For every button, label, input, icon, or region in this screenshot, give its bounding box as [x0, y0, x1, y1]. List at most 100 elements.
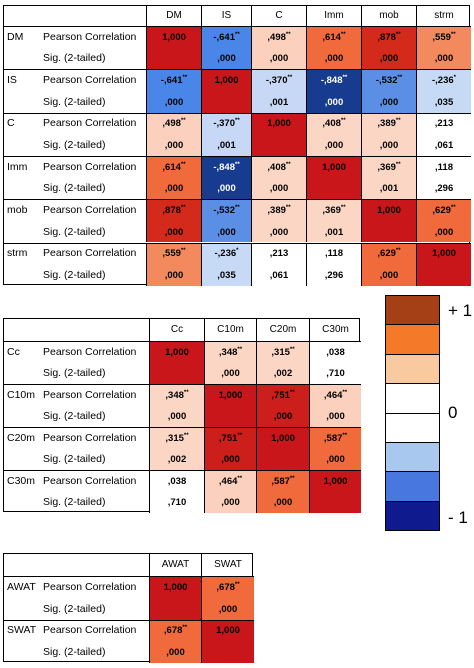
correlation-value: -,848** [202, 162, 251, 173]
correlation-value: ,751** [257, 390, 309, 401]
significance-value: ,000 [164, 269, 184, 281]
stat-label: Pearson Correlation [43, 117, 137, 130]
significance-stars: ** [180, 248, 186, 255]
correlation-value: -,236* [417, 75, 471, 86]
correlation-cell: ,464** ,000 [309, 384, 361, 427]
legend-swatch [385, 442, 440, 473]
value-text: 1,000 [163, 581, 188, 593]
significance-value: ,000 [217, 183, 236, 195]
stat-label: Sig. (2-tailed) [43, 95, 106, 108]
stat-label: Pearson Correlation [43, 624, 137, 637]
significance-value: ,000 [167, 411, 187, 423]
correlation-cell: ,464** ,000 [204, 470, 256, 513]
correlation-value: ,464** [205, 476, 256, 487]
significance-value: ,000 [324, 140, 344, 152]
significance-stars: ** [289, 389, 295, 396]
value-text: -,236 [214, 248, 237, 260]
value-text: ,751 [218, 432, 238, 444]
value-text: ,498 [162, 118, 181, 130]
correlation-value: ,498** [147, 118, 201, 129]
correlation-cell: ,369** ,001 [361, 155, 416, 200]
value-text: -,370 [213, 118, 235, 130]
value-text: ,348 [218, 346, 238, 358]
significance-stars: ** [180, 161, 186, 168]
significance-value: ,000 [221, 368, 240, 380]
correlation-value: ,118 [307, 248, 361, 259]
correlation-value: 1,000 [257, 433, 309, 444]
significance-stars: ** [237, 346, 243, 353]
correlation-value: 1,000 [252, 118, 306, 129]
value-text: ,369 [322, 205, 341, 217]
correlation-cell: ,878** ,000 [146, 199, 201, 243]
correlation-value: ,498** [252, 32, 306, 43]
correlation-value: -,236* [202, 248, 251, 259]
correlation-cell: 1,000 [416, 242, 471, 286]
column-header: mob [361, 6, 416, 26]
correlation-value: ,369** [307, 205, 361, 216]
correlation-value: -,370** [202, 118, 251, 129]
correlation-cell: ,348** ,000 [204, 341, 256, 384]
correlation-value: 1,000 [205, 390, 256, 401]
significance-value: ,000 [324, 96, 344, 108]
value-text: -,848 [320, 75, 343, 87]
significance-stars: ** [395, 118, 401, 125]
correlation-cell: 1,000 [306, 155, 361, 200]
significance-stars: ** [340, 118, 346, 125]
correlation-cell: ,751** ,000 [204, 427, 256, 470]
value-text: 1,000 [218, 389, 243, 401]
significance-stars: ** [180, 205, 186, 211]
significance-stars: ** [234, 581, 240, 588]
legend-swatch [385, 383, 440, 414]
value-text: ,118 [325, 248, 343, 260]
value-text: ,408 [267, 161, 286, 173]
legend-swatch [385, 500, 440, 532]
stat-label: Pearson Correlation [43, 247, 137, 260]
row-label: C30m [7, 474, 36, 487]
column-header: strm [416, 6, 471, 26]
correlation-cell: ,498** ,000 [146, 112, 201, 156]
value-text: -,848 [213, 161, 235, 173]
significance-stars: ** [182, 625, 188, 632]
value-text: ,629 [432, 205, 451, 217]
value-text: -,532 [213, 205, 235, 217]
correlation-value: ,878** [147, 205, 201, 216]
correlation-value: ,878** [362, 32, 416, 43]
significance-stars: ** [180, 118, 186, 125]
value-text: ,587 [271, 475, 290, 487]
column-header: SWAT [201, 554, 254, 576]
correlation-cell: 1,000 [309, 470, 361, 513]
correlation-value: -,532** [202, 205, 251, 216]
correlation-cell: -,641** ,000 [201, 26, 251, 70]
significance-stars: ** [234, 205, 240, 211]
correlation-table: Cc C10m C20m C30m Cc Pearson Correlation Sig. … [3, 318, 361, 513]
value-text: ,348 [165, 389, 184, 401]
significance-value: ,000 [379, 140, 399, 152]
value-text: ,118 [435, 161, 453, 173]
significance-value: ,002 [273, 368, 293, 380]
significance-value: ,000 [324, 53, 344, 65]
legend-swatch [385, 353, 440, 385]
stat-label: Pearson Correlation [43, 204, 137, 217]
significance-stars: ** [234, 31, 240, 38]
row-label: Cc [7, 345, 20, 358]
significance-value: ,000 [221, 497, 240, 509]
correlation-value: 1,000 [417, 248, 471, 259]
correlation-value: ,408** [252, 162, 306, 173]
correlation-cell: 1,000 [149, 341, 204, 384]
value-text: -,641 [213, 31, 235, 43]
significance-stars: ** [340, 31, 346, 38]
correlation-cell: -,848** ,000 [306, 69, 361, 113]
correlation-cell: ,389** ,000 [361, 112, 416, 156]
correlation-cell: 1,000 [256, 427, 309, 470]
correlation-cell: ,038 ,710 [309, 341, 361, 384]
significance-stars: ** [237, 475, 243, 482]
legend-swatch [385, 412, 440, 443]
value-text: -,641 [160, 75, 183, 87]
legend-swatch [385, 324, 440, 355]
row-label: C20m [7, 431, 36, 444]
significance-value: ,000 [273, 497, 293, 509]
correlation-cell: ,559** ,000 [146, 242, 201, 286]
significance-stars: ** [234, 161, 240, 168]
correlation-cell: ,614** ,000 [146, 155, 201, 200]
